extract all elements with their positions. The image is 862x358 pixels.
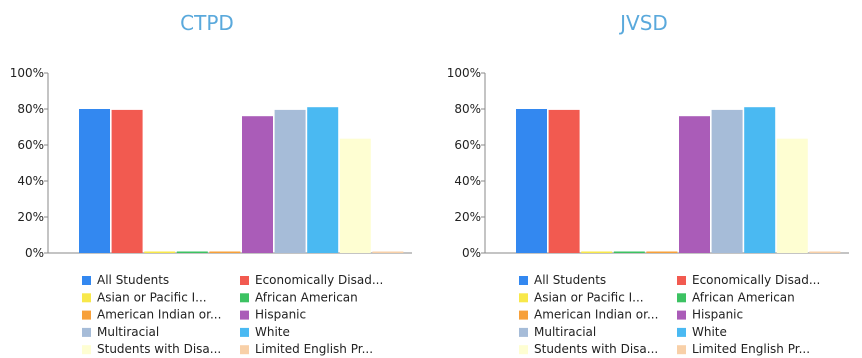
legend-swatch (677, 310, 686, 320)
legend-label: Economically Disad... (255, 273, 383, 287)
bar-african-american (613, 251, 645, 253)
legend-item-limited-english-pr: Limited English Pr... (677, 342, 810, 356)
bar-students-with-disa (339, 138, 371, 253)
legend-label: Students with Disa... (534, 342, 658, 356)
legend-item-african-american: African American (677, 290, 795, 304)
legend-label: American Indian or... (97, 308, 221, 322)
legend-item-students-with-disa: Students with Disa... (519, 342, 658, 356)
y-tick-label: 40% (454, 174, 481, 188)
legend-label: Multiracial (97, 325, 159, 339)
y-tick-label: 100% (447, 66, 481, 80)
y-tick-label: 80% (17, 102, 44, 116)
legend-item-hispanic: Hispanic (677, 308, 743, 322)
y-tick-label: 0% (462, 246, 481, 260)
legend-label: Asian or Pacific I... (534, 290, 644, 304)
legend-label: Students with Disa... (97, 342, 221, 356)
legend-item-multiracial: Multiracial (519, 325, 596, 339)
bar-american-indian-or (646, 251, 678, 253)
bar-african-american (176, 251, 208, 253)
legend-swatch (677, 345, 686, 355)
bar-limited-english-pr (809, 251, 841, 253)
y-tick-label: 100% (10, 66, 44, 80)
y-tick-label: 20% (454, 210, 481, 224)
legend-item-asian-or-pacific-i: Asian or Pacific I... (82, 290, 207, 304)
legend-item-multiracial: Multiracial (82, 325, 159, 339)
legend-item-economically-disad: Economically Disad... (240, 273, 383, 287)
legend-label: Limited English Pr... (255, 342, 373, 356)
legend-swatch (519, 327, 528, 337)
legend-label: American Indian or... (534, 308, 658, 322)
bar-students-with-disa (776, 138, 808, 253)
legend-swatch (240, 327, 249, 337)
legend-swatch (519, 276, 528, 285)
chart-title: CTPD (180, 11, 234, 35)
legend-item-african-american: African American (240, 290, 358, 304)
legend-swatch (519, 345, 528, 355)
legend-item-students-with-disa: Students with Disa... (82, 342, 221, 356)
legend-swatch (240, 293, 249, 303)
legend-swatch (519, 293, 528, 303)
legend-item-hispanic: Hispanic (240, 308, 306, 322)
legend-item-economically-disad: Economically Disad... (677, 273, 820, 287)
legend-label: Asian or Pacific I... (97, 290, 207, 304)
bar-hispanic (242, 116, 273, 253)
legend-item-all-students: All Students (519, 273, 606, 287)
bar-asian-or-pacific-i (144, 251, 176, 253)
legend-label: Economically Disad... (692, 273, 820, 287)
legend-swatch (82, 293, 91, 303)
bar-white (307, 107, 339, 253)
legend-label: All Students (97, 273, 169, 287)
bar-economically-disad (111, 109, 143, 254)
legend-swatch (240, 310, 249, 320)
legend-swatch (82, 276, 91, 285)
chart-title: JVSD (618, 11, 668, 35)
legend-swatch (82, 327, 91, 337)
legend-swatch (82, 345, 91, 355)
y-tick-label: 80% (454, 102, 481, 116)
bar-american-indian-or (209, 251, 241, 253)
legend-item-american-indian-or: American Indian or... (82, 308, 221, 322)
chart-panel-jvsd: JVSD 0% 20% 40% 60% 80% 100% All Students Econom… (447, 11, 849, 356)
legend-label: Hispanic (255, 308, 306, 322)
legend-label: Hispanic (692, 308, 743, 322)
y-tick-label: 40% (17, 174, 44, 188)
legend-item-limited-english-pr: Limited English Pr... (240, 342, 373, 356)
legend-item-american-indian-or: American Indian or... (519, 308, 658, 322)
y-tick-label: 20% (17, 210, 44, 224)
y-tick-label: 60% (454, 138, 481, 152)
legend-label: All Students (534, 273, 606, 287)
legend-item-asian-or-pacific-i: Asian or Pacific I... (519, 290, 644, 304)
legend-swatch (677, 293, 686, 303)
bar-asian-or-pacific-i (581, 251, 613, 253)
legend-label: White (692, 325, 727, 339)
legend-swatch (240, 276, 249, 285)
legend-item-white: White (677, 325, 727, 339)
legend-label: African American (255, 290, 358, 304)
legend-label: White (255, 325, 290, 339)
legend-swatch (240, 345, 249, 355)
legend-swatch (677, 327, 686, 337)
bar-multiracial (274, 109, 306, 254)
chart-panel-ctpd: CTPD 0% 20% 40% 60% 80% 100% All Students Econom… (10, 11, 412, 356)
bar-limited-english-pr (372, 251, 404, 253)
bar-multiracial (711, 109, 743, 254)
legend-label: African American (692, 290, 795, 304)
bar-economically-disad (548, 109, 580, 254)
legend-item-all-students: All Students (82, 273, 169, 287)
legend-label: Multiracial (534, 325, 596, 339)
bar-all-students (516, 109, 547, 253)
bar-white (744, 107, 776, 253)
bar-all-students (79, 109, 110, 253)
y-tick-label: 0% (25, 246, 44, 260)
legend-label: Limited English Pr... (692, 342, 810, 356)
legend-swatch (519, 310, 528, 320)
legend-item-white: White (240, 325, 290, 339)
bar-hispanic (679, 116, 710, 253)
y-tick-label: 60% (17, 138, 44, 152)
legend-swatch (677, 276, 686, 285)
legend-swatch (82, 310, 91, 320)
